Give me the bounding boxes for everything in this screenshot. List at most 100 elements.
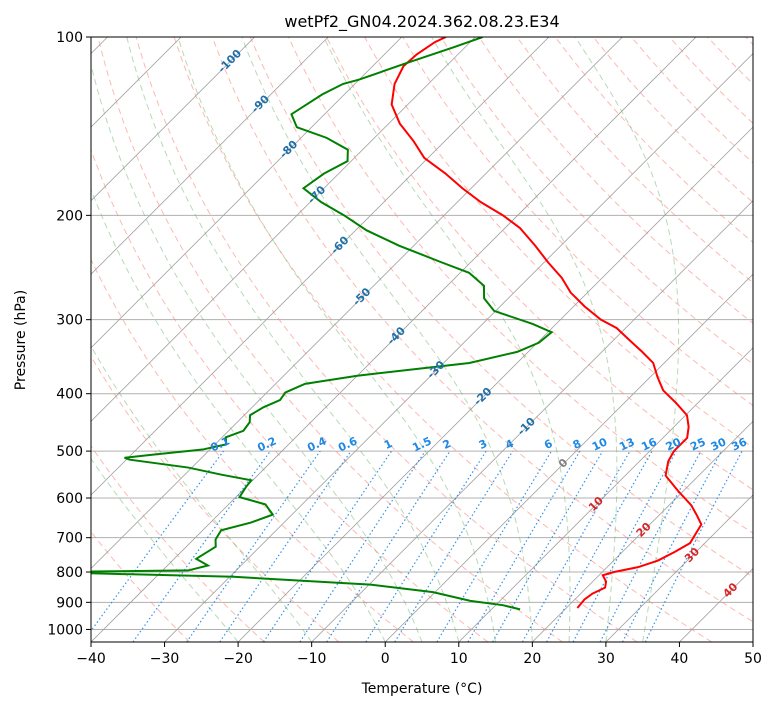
moist-adiabat-line — [241, 37, 533, 642]
dry-adiabat-label: -60 — [328, 233, 351, 256]
dry-adiabat-label: -10 — [515, 415, 538, 438]
dry-adiabat-line — [669, 37, 753, 125]
moist-adiabat-line — [91, 345, 313, 642]
mixing-ratio-line — [644, 450, 743, 642]
y-tick-label: 800 — [56, 565, 83, 581]
dry-adiabat-label: -70 — [305, 183, 328, 206]
dry-adiabat-line — [592, 37, 753, 204]
mixing-ratio-line — [132, 450, 271, 642]
dry-adiabat-line — [287, 37, 753, 534]
dry-adiabat-line — [745, 37, 753, 46]
dry-adiabat-line — [91, 258, 414, 642]
red-profile-line — [390, 37, 703, 609]
mixing-ratio-label: 10 — [590, 435, 610, 453]
mixing-ratio-line — [572, 450, 677, 642]
dry-adiabat-label: -90 — [249, 92, 272, 115]
moist-adiabat-line — [177, 37, 497, 642]
isotherm-line — [752, 641, 753, 642]
mixing-ratio-line — [467, 450, 581, 642]
mixing-ratio-line — [365, 450, 487, 642]
mixing-ratio-label: 16 — [639, 435, 659, 453]
dry-adiabat-line — [91, 355, 340, 642]
dry-adiabat-line — [440, 37, 753, 365]
mixing-ratio-line — [436, 450, 553, 642]
isotherm-line — [91, 37, 697, 642]
green-profile-line — [91, 37, 554, 611]
moist-adiabat-line — [323, 37, 571, 642]
x-tick-label: 40 — [671, 651, 689, 667]
isotherm-line — [384, 273, 753, 642]
mixing-ratio-line — [219, 450, 352, 642]
mixing-ratio-line — [546, 450, 653, 642]
mixing-ratio-line — [263, 450, 393, 642]
chart-title: wetPf2_GN04.2024.362.08.23.E34 — [284, 12, 559, 32]
mixing-ratio-label: 13 — [617, 435, 636, 453]
dry-adiabat-line — [249, 37, 753, 578]
dry-adiabat-label: 0 — [556, 456, 571, 471]
mixing-ratio-line — [186, 450, 321, 642]
mixing-ratio-label: 3 — [477, 437, 489, 452]
mixing-ratio-line — [521, 450, 631, 642]
mixing-ratio-label: 2 — [441, 437, 453, 452]
dry-adiabat-line — [478, 37, 753, 324]
y-axis-label: Pressure (hPa) — [13, 290, 29, 390]
dry-adiabat-label: 40 — [720, 580, 740, 600]
x-tick-label: 30 — [597, 651, 615, 667]
dry-adiabat-line — [97, 37, 563, 642]
dry-adiabat-line — [326, 37, 753, 491]
dry-adiabat-line — [173, 37, 713, 642]
y-tick-label: 100 — [56, 30, 83, 46]
dry-adiabat-label: -20 — [471, 385, 494, 408]
dry-adiabat-label: -50 — [350, 285, 373, 308]
mixing-ratio-line — [91, 450, 225, 632]
x-tick-label: 20 — [523, 651, 541, 667]
y-tick-label: 400 — [56, 387, 83, 403]
dry-adiabat-line — [135, 37, 638, 642]
x-tick-label: −40 — [76, 651, 106, 667]
isotherm-line — [91, 37, 255, 202]
y-tick-label: 500 — [56, 444, 83, 460]
plot-frame — [90, 36, 754, 643]
mixing-ratio-label: 30 — [709, 435, 729, 453]
mixing-ratio-label: 20 — [664, 435, 684, 453]
dry-adiabat-label: 20 — [634, 520, 654, 540]
dry-adiabat-line — [91, 148, 489, 642]
isotherm-line — [237, 126, 753, 642]
y-tick-label: 900 — [56, 595, 83, 611]
x-tick-label: −20 — [223, 651, 253, 667]
isotherm-line — [91, 37, 329, 275]
moist-adiabat-line — [574, 37, 680, 642]
mixing-ratio-label: 36 — [730, 435, 750, 453]
x-tick-label: −30 — [150, 651, 180, 667]
mixing-ratio-label: 1 — [382, 437, 394, 452]
isotherm-line — [91, 37, 476, 422]
mixing-ratio-label: 8 — [571, 437, 583, 452]
isotherm-line — [164, 52, 753, 642]
y-tick-label: 300 — [56, 313, 83, 329]
dry-adiabat-line — [211, 37, 753, 623]
dry-adiabat-line — [554, 37, 753, 244]
moist-adiabat-line — [91, 62, 423, 642]
mixing-ratio-line — [394, 450, 514, 642]
moist-adiabat-line — [431, 37, 618, 642]
x-tick-label: 10 — [450, 651, 468, 667]
y-tick-label: 700 — [56, 531, 83, 547]
dry-adiabat-label: -100 — [215, 47, 244, 76]
dry-adiabat-line — [516, 37, 753, 284]
isotherm-line — [458, 347, 753, 642]
mixing-ratio-label: 6 — [542, 437, 555, 452]
y-tick-label: 600 — [56, 491, 83, 507]
dry-adiabat-line — [91, 445, 265, 642]
y-tick-label: 200 — [56, 208, 83, 224]
isotherm-line — [91, 37, 403, 349]
isotherm-line — [91, 37, 623, 570]
dry-adiabat-label: -30 — [424, 358, 447, 381]
mixing-ratio-line — [326, 450, 451, 642]
x-axis-label: Temperature (°C) — [361, 681, 483, 697]
isotherm-line — [532, 420, 753, 642]
moist-adiabat-line — [91, 458, 239, 642]
x-tick-label: −10 — [297, 651, 327, 667]
dry-adiabat-line — [707, 37, 753, 85]
